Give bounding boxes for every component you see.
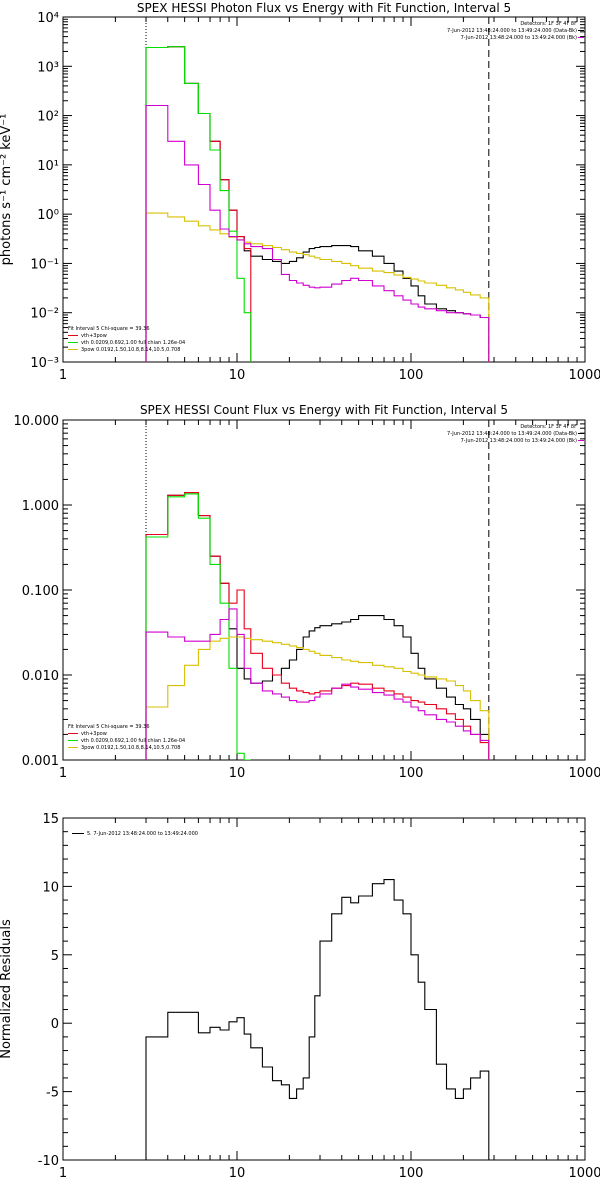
- chart-panel-1: SPEX HESSI Photon Flux vs Energy with Fi…: [0, 1, 600, 383]
- series-group: [145, 879, 490, 1160]
- legend-top-left-text: 5. 7-Jun-2012 13:48:24.000 to 13:49:24.0…: [87, 831, 198, 837]
- x-tick-label: 1000: [568, 766, 600, 781]
- legend-top-right-text: Detectors: 1F 3F 4F 8F: [520, 424, 577, 430]
- legend-top-right-text: Detectors: 1F 3F 4F 8F: [520, 21, 577, 27]
- x-tick-label: 100: [399, 766, 424, 781]
- legend-bottom-left-text: vth 0.0209,0.692,1.00 full chian 1.26e-0…: [81, 738, 185, 744]
- legend-top-right-text: 7-Jun-2012 13:48:24.000 to 13:49:24.000 …: [447, 431, 577, 437]
- y-tick-label: 10³: [37, 60, 59, 75]
- series-line-black: [145, 46, 490, 362]
- plot-frame: [62, 16, 586, 363]
- series-line-magenta: [145, 104, 490, 362]
- y-tick-label: 5: [51, 949, 59, 964]
- chart-panel-3: 1 10 100 1000 -10 -5 0 5 10 15 Normalized Residual…: [0, 812, 600, 1181]
- y-tick-label: 10⁴: [37, 11, 59, 26]
- series-line-black: [145, 879, 490, 1160]
- y-axis-label: photons s⁻¹ cm⁻² keV⁻¹: [0, 114, 14, 266]
- y-tick-label: -10: [38, 1154, 59, 1169]
- legend-top-right-text: 7-Jun-2012 13:48:24.000 to 13:49:24.000 …: [461, 438, 577, 444]
- legend-top-right-text: 7-Jun-2012 13:48:24.000 to 13:49:24.000 …: [447, 28, 577, 34]
- x-tick-label: 1: [59, 1166, 67, 1181]
- chart-title: SPEX HESSI Count Flux vs Energy with Fit…: [140, 403, 508, 417]
- x-tick-label: 100: [399, 368, 424, 383]
- series-group: [145, 492, 490, 760]
- y-tick-label: -5: [46, 1086, 59, 1101]
- x-tick-label: 10: [229, 1166, 246, 1181]
- series-line-yellow: [145, 636, 490, 760]
- y-tick-label: 10⁻³: [30, 356, 59, 371]
- x-tick-label: 10: [229, 368, 246, 383]
- x-tick-label: 1: [59, 766, 67, 781]
- y-axis-label: Normalized Residuals: [0, 919, 14, 1059]
- series-line-green: [145, 46, 252, 362]
- legend-bottom-left-text: vth+3pow: [81, 333, 107, 339]
- legend-bottom-left-text: vth+3pow: [81, 731, 107, 737]
- x-tick-label: 10: [229, 766, 246, 781]
- chart-title: SPEX HESSI Photon Flux vs Energy with Fi…: [137, 1, 511, 15]
- chart-panel-2: SPEX HESSI Count Flux vs Energy with Fit…: [14, 403, 600, 781]
- x-tick-label: 1000: [568, 1166, 600, 1181]
- plot-frame: [62, 817, 586, 1161]
- series-line-green: [145, 493, 251, 760]
- y-tick-label: 10²: [37, 110, 59, 125]
- series-group: [145, 46, 490, 362]
- y-tick-label: 10⁻²: [30, 307, 59, 322]
- y-tick-label: 10⁻¹: [30, 257, 59, 272]
- y-tick-label: 0.001: [22, 754, 59, 769]
- legend-top-right-text: 7-Jun-2012 13:48:24.000 to 13:49:24.000 …: [461, 35, 577, 41]
- legend-bottom-left-text: 3pow 0.0192,1.50,10.8,8.14,10.5,0.708: [81, 347, 180, 353]
- y-tick-label: 0.010: [22, 669, 59, 684]
- y-tick-label: 15: [42, 812, 59, 827]
- legend-bottom-left-text: 3pow 0.0192,1.50,10.8,8.14,10.5,0.708: [81, 745, 180, 751]
- y-tick-label: 10: [42, 880, 59, 895]
- x-tick-label: 1000: [568, 368, 600, 383]
- y-tick-label: 10⁰: [37, 208, 59, 223]
- y-tick-label: 0.100: [22, 584, 59, 599]
- y-tick-label: 10¹: [37, 159, 59, 174]
- y-tick-label: 0: [51, 1017, 59, 1032]
- series-line-red: [145, 492, 490, 760]
- y-tick-label: 10.000: [14, 414, 60, 429]
- x-tick-label: 100: [399, 1166, 424, 1181]
- x-tick-label: 1: [59, 368, 67, 383]
- series-line-magenta: [145, 608, 490, 760]
- legend-bottom-left-text: Fit Interval 5 Chi-square = 39.36: [68, 326, 150, 332]
- legend-bottom-left-text: Fit Interval 5 Chi-square = 39.36: [68, 724, 150, 730]
- y-tick-label: 1.000: [22, 499, 59, 514]
- plot-frame: [62, 419, 586, 761]
- legend-bottom-left-text: vth 0.0209,0.692,1.00 full chian 1.26e-0…: [81, 340, 185, 346]
